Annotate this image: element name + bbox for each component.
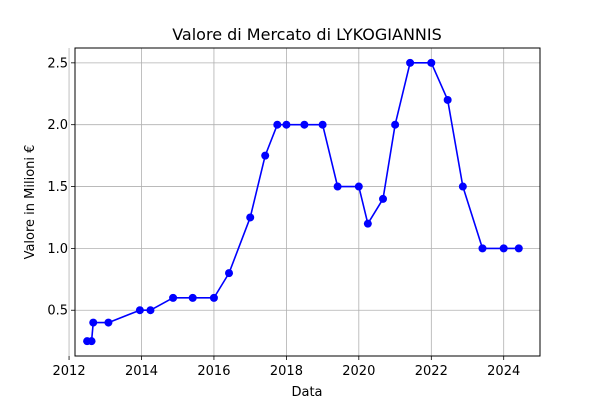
y-tick-label: 2.0 bbox=[47, 118, 68, 133]
data-point bbox=[318, 120, 327, 129]
data-point bbox=[363, 219, 372, 228]
y-tick-label: 2.5 bbox=[47, 56, 68, 71]
y-tick-label: 1.0 bbox=[47, 242, 68, 257]
data-point bbox=[261, 151, 270, 160]
data-point bbox=[146, 306, 155, 315]
x-tick-label: 2016 bbox=[197, 364, 230, 379]
series-value bbox=[83, 58, 523, 346]
data-point bbox=[87, 337, 96, 346]
y-tick-label: 1.5 bbox=[47, 180, 68, 195]
data-point bbox=[135, 306, 144, 315]
chart-title: Valore di Mercato di LYKOGIANNIS bbox=[172, 25, 442, 44]
data-point bbox=[104, 318, 113, 327]
data-point bbox=[188, 293, 197, 302]
data-point bbox=[427, 58, 436, 67]
data-point bbox=[225, 269, 234, 278]
data-point bbox=[273, 120, 282, 129]
plot-area-frame bbox=[74, 47, 541, 357]
data-point bbox=[443, 95, 452, 104]
x-tick-label: 2018 bbox=[270, 364, 303, 379]
data-point bbox=[514, 244, 523, 253]
data-point bbox=[458, 182, 467, 191]
y-tick-label: 0.5 bbox=[47, 304, 68, 319]
data-point bbox=[209, 293, 218, 302]
x-tick-label: 2024 bbox=[487, 364, 520, 379]
x-tick-label: 2020 bbox=[342, 364, 375, 379]
x-tick-label: 2022 bbox=[415, 364, 448, 379]
y-axis: 0.5 1.0 1.5 2.0 2.5 bbox=[47, 56, 75, 319]
x-tick-label: 2012 bbox=[53, 364, 86, 379]
x-axis-label: Data bbox=[291, 385, 322, 400]
data-point bbox=[391, 120, 400, 129]
data-point bbox=[333, 182, 342, 191]
data-point bbox=[246, 213, 255, 222]
data-point bbox=[300, 120, 309, 129]
series-line bbox=[87, 62, 519, 342]
data-point bbox=[478, 244, 487, 253]
x-tick-label: 2014 bbox=[125, 364, 158, 379]
data-point bbox=[354, 182, 363, 191]
y-axis-label: Valore in Milioni € bbox=[23, 145, 38, 260]
data-point bbox=[379, 194, 388, 203]
data-point bbox=[499, 244, 508, 253]
data-point bbox=[89, 318, 98, 327]
data-point bbox=[169, 293, 178, 302]
data-point bbox=[406, 58, 415, 67]
x-axis: 2012 2014 2016 2018 2020 2022 2024 bbox=[53, 356, 520, 379]
data-point bbox=[282, 120, 291, 129]
